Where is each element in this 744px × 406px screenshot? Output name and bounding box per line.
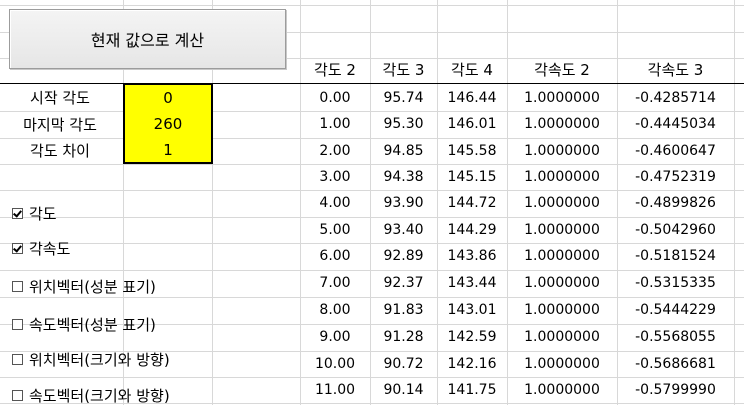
- end-angle-input[interactable]: 260: [124, 111, 212, 137]
- checkbox-angle[interactable]: 각도: [12, 203, 57, 224]
- angular-velocity-2-cell[interactable]: 1.0000000: [524, 222, 600, 238]
- angle-4-cell[interactable]: 145.15: [447, 169, 497, 185]
- angle-4-cell[interactable]: 144.72: [447, 195, 497, 211]
- angle-2-cell[interactable]: 1.00: [319, 116, 351, 132]
- angle-4-cell[interactable]: 142.59: [447, 329, 497, 345]
- checkbox-angular-velocity[interactable]: 각속도: [12, 238, 70, 259]
- angular-velocity-2-cell[interactable]: 1.0000000: [524, 248, 600, 264]
- angle-4-cell[interactable]: 144.29: [447, 222, 497, 238]
- angle-2-cell[interactable]: 7.00: [319, 275, 351, 291]
- angle-3-cell[interactable]: 92.89: [383, 248, 424, 264]
- checkbox-unchecked-icon: [12, 319, 23, 330]
- angular-velocity-3-cell[interactable]: -0.5444229: [635, 302, 716, 318]
- angle-2-cell[interactable]: 5.00: [319, 222, 351, 238]
- angular-velocity-2-cell[interactable]: 1.0000000: [524, 275, 600, 291]
- angle-step-input[interactable]: 1: [124, 137, 212, 163]
- checkbox-checked-icon: [12, 243, 23, 254]
- checkbox-label: 위치벡터(성분 표기): [29, 278, 156, 296]
- angular-velocity-3-cell[interactable]: -0.4285714: [635, 90, 716, 106]
- angle-4-cell[interactable]: 141.75: [447, 382, 497, 398]
- angular-velocity-2-cell[interactable]: 1.0000000: [524, 90, 600, 106]
- angle-step-label: 각도 차이: [30, 142, 90, 160]
- angular-velocity-3-cell[interactable]: -0.5686681: [635, 356, 716, 372]
- angle-4-cell[interactable]: 143.86: [447, 248, 497, 264]
- angle-3-cell[interactable]: 90.72: [383, 356, 424, 372]
- angle-2-cell[interactable]: 11.00: [314, 382, 356, 398]
- calculate-button[interactable]: 현재 값으로 계산: [9, 9, 286, 69]
- angle-4-cell[interactable]: 146.44: [447, 90, 497, 106]
- checkbox-checked-icon: [12, 208, 23, 219]
- angle-3-cell[interactable]: 91.28: [383, 329, 424, 345]
- angle-4-cell[interactable]: 142.16: [447, 356, 497, 372]
- angular-velocity-2-cell[interactable]: 1.0000000: [524, 169, 600, 185]
- angle-4-cell[interactable]: 145.58: [447, 143, 497, 159]
- angle-2-cell[interactable]: 3.00: [319, 169, 351, 185]
- angular-velocity-2-cell[interactable]: 1.0000000: [524, 302, 600, 318]
- angular-velocity-2-cell[interactable]: 1.0000000: [524, 356, 600, 372]
- angle-2-cell[interactable]: 4.00: [319, 195, 351, 211]
- end-angle-label: 마지막 각도: [23, 116, 97, 134]
- header-angle-3: 각도 3: [382, 61, 425, 79]
- angle-2-cell[interactable]: 10.00: [314, 356, 356, 372]
- angular-velocity-2-cell[interactable]: 1.0000000: [524, 195, 600, 211]
- checkbox-unchecked-icon: [12, 354, 23, 365]
- angular-velocity-3-cell[interactable]: -0.4445034: [635, 116, 716, 132]
- angular-velocity-3-cell[interactable]: -0.5568055: [635, 329, 716, 345]
- angle-3-cell[interactable]: 92.37: [383, 275, 424, 291]
- checkbox-label: 각도: [29, 205, 57, 223]
- checkbox-velocity-vector-components[interactable]: 속도벡터(성분 표기): [12, 314, 156, 335]
- angle-4-cell[interactable]: 143.01: [447, 302, 497, 318]
- angular-velocity-2-cell[interactable]: 1.0000000: [524, 382, 600, 398]
- header-angle-2: 각도 2: [314, 61, 356, 79]
- start-angle-label: 시작 각도: [30, 89, 90, 107]
- angle-2-cell[interactable]: 8.00: [319, 302, 351, 318]
- angle-3-cell[interactable]: 95.30: [383, 116, 424, 132]
- start-angle-input[interactable]: 0: [124, 85, 212, 111]
- angular-velocity-3-cell[interactable]: -0.5799990: [635, 382, 716, 398]
- checkbox-label: 각속도: [29, 240, 71, 258]
- header-angular-velocity-2: 각속도 2: [534, 61, 590, 79]
- checkbox-label: 속도벡터(성분 표기): [29, 316, 156, 334]
- angular-velocity-3-cell[interactable]: -0.4899826: [635, 195, 716, 211]
- checkbox-label: 속도벡터(크기와 방향): [29, 387, 170, 405]
- angle-3-cell[interactable]: 95.74: [383, 90, 424, 106]
- checkbox-position-vector-components[interactable]: 위치벡터(성분 표기): [12, 276, 156, 297]
- header-angular-velocity-3: 각속도 3: [647, 61, 704, 79]
- angle-2-cell[interactable]: 9.00: [319, 329, 351, 345]
- angle-3-cell[interactable]: 93.40: [383, 222, 424, 238]
- checkbox-unchecked-icon: [12, 281, 23, 292]
- angle-2-cell[interactable]: 0.00: [319, 90, 351, 106]
- angular-velocity-2-cell[interactable]: 1.0000000: [524, 143, 600, 159]
- angular-velocity-3-cell[interactable]: -0.5315335: [635, 275, 716, 291]
- angle-4-cell[interactable]: 146.01: [447, 116, 497, 132]
- angular-velocity-3-cell[interactable]: -0.4600647: [635, 143, 716, 159]
- angular-velocity-3-cell[interactable]: -0.5042960: [635, 222, 716, 238]
- angle-3-cell[interactable]: 93.90: [383, 195, 424, 211]
- angle-4-cell[interactable]: 143.44: [447, 275, 497, 291]
- angular-velocity-3-cell[interactable]: -0.4752319: [635, 169, 716, 185]
- angle-3-cell[interactable]: 90.14: [383, 382, 424, 398]
- checkbox-velocity-vector-magnitude[interactable]: 속도벡터(크기와 방향): [12, 385, 170, 406]
- angle-3-cell[interactable]: 94.85: [383, 143, 424, 159]
- header-angle-4: 각도 4: [451, 61, 493, 79]
- angular-velocity-3-cell[interactable]: -0.5181524: [635, 248, 716, 264]
- angle-2-cell[interactable]: 2.00: [319, 143, 351, 159]
- angular-velocity-2-cell[interactable]: 1.0000000: [524, 116, 600, 132]
- angular-velocity-2-cell[interactable]: 1.0000000: [524, 329, 600, 345]
- angle-2-cell[interactable]: 6.00: [319, 248, 351, 264]
- checkbox-label: 위치벡터(크기와 방향): [29, 351, 170, 369]
- checkbox-position-vector-magnitude[interactable]: 위치벡터(크기와 방향): [12, 349, 170, 370]
- angle-3-cell[interactable]: 91.83: [383, 302, 424, 318]
- checkbox-unchecked-icon: [12, 390, 23, 401]
- angle-3-cell[interactable]: 94.38: [383, 169, 424, 185]
